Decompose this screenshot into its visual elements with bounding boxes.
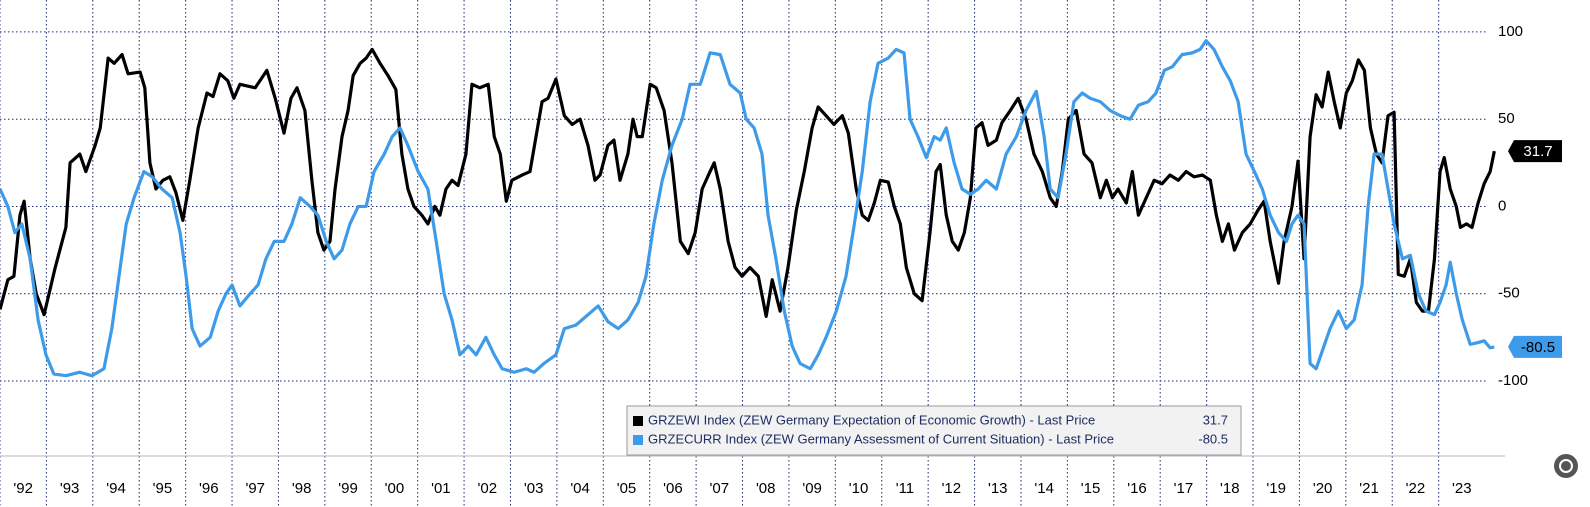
x-tick-label: '11 <box>896 480 914 497</box>
x-tick-label: '21 <box>1359 480 1379 497</box>
x-tick-label: '00 <box>385 480 405 497</box>
x-tick-label: '13 <box>988 480 1008 497</box>
x-tick-label: '12 <box>942 480 962 497</box>
y-tick-label: 0 <box>1498 197 1506 214</box>
x-tick-label: '01 <box>431 480 451 497</box>
y-tick-label: -50 <box>1498 285 1520 302</box>
series-line <box>0 47 1496 318</box>
x-tick-label: '15 <box>1081 480 1101 497</box>
last-value-label: -80.5 <box>1521 339 1555 356</box>
corner-icon <box>1554 454 1578 478</box>
x-tick-label: '22 <box>1406 480 1426 497</box>
x-tick-label: '18 <box>1220 480 1240 497</box>
y-tick-label: -100 <box>1498 372 1528 389</box>
x-tick-label: '17 <box>1174 480 1194 497</box>
legend-value: -80.5 <box>1198 431 1228 446</box>
legend-box <box>626 405 1242 456</box>
x-tick-label: '23 <box>1452 480 1472 497</box>
y-tick-label: 50 <box>1498 110 1515 127</box>
x-tick-label: '19 <box>1266 480 1286 497</box>
plot-area <box>0 39 1496 378</box>
last-value-label: 31.7 <box>1523 143 1552 160</box>
legend-value: 31.7 <box>1203 412 1228 427</box>
x-tick-label: '98 <box>292 480 312 497</box>
x-tick-label: '04 <box>570 480 590 497</box>
axes: -100 -50 0 50 100 '92 '93 '94 '95 '96 '97 '98 '99 '00… <box>13 23 1562 497</box>
last-value-tag <box>1508 140 1562 163</box>
x-tick-label: '16 <box>1127 480 1147 497</box>
legend: GRZEWI Index (ZEW Germany Expectation of… <box>626 405 1242 456</box>
y-tick-label: 100 <box>1498 23 1523 40</box>
x-tick-label: '08 <box>756 480 776 497</box>
series-line <box>0 39 1495 378</box>
x-tick-label: '05 <box>617 480 637 497</box>
legend-label: GRZECURR Index (ZEW Germany Assessment o… <box>648 431 1114 446</box>
x-tick-label: '95 <box>153 480 173 497</box>
legend-swatch <box>633 416 643 426</box>
x-tick-label: '99 <box>338 480 358 497</box>
x-tick-label: '10 <box>849 480 869 497</box>
x-tick-label: '14 <box>1034 480 1054 497</box>
x-tick-label: '93 <box>60 480 80 497</box>
legend-swatch <box>633 435 643 445</box>
last-value-tag <box>1508 335 1562 358</box>
x-tick-label: '02 <box>477 480 497 497</box>
x-tick-label: '06 <box>663 480 683 497</box>
x-tick-label: '07 <box>710 480 730 497</box>
x-tick-label: '94 <box>106 480 126 497</box>
x-tick-label: '09 <box>802 480 822 497</box>
x-tick-label: '03 <box>524 480 544 497</box>
x-tick-label: '96 <box>199 480 219 497</box>
icon <box>1559 459 1573 473</box>
x-tick-label: '97 <box>245 480 265 497</box>
x-tick-label: '92 <box>13 480 33 497</box>
x-tick-label: '20 <box>1313 480 1333 497</box>
legend-label: GRZEWI Index (ZEW Germany Expectation of… <box>648 412 1095 427</box>
icon <box>1554 454 1578 478</box>
